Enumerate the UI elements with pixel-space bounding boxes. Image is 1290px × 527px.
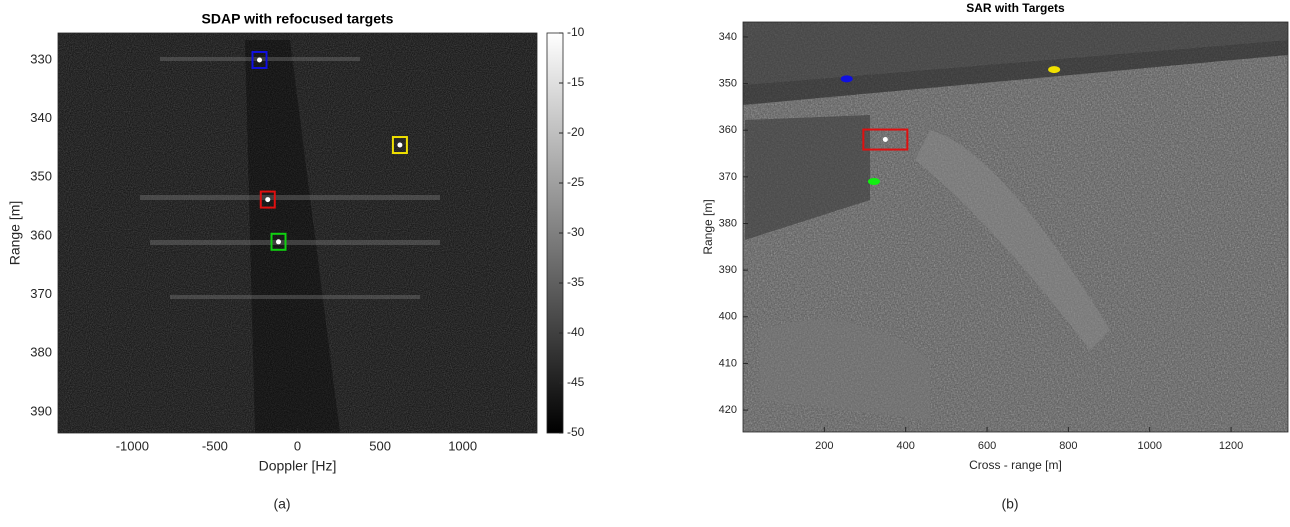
sar-image bbox=[743, 22, 1288, 432]
caption: (b) bbox=[1001, 496, 1018, 512]
y-tick-label: 400 bbox=[719, 311, 737, 323]
target-dot bbox=[841, 75, 853, 82]
x-tick-label: 600 bbox=[978, 440, 996, 452]
y-tick-label: 370 bbox=[719, 171, 737, 183]
y-tick-label: 350 bbox=[719, 77, 737, 89]
x-tick-label: 400 bbox=[897, 440, 915, 452]
sdap-image bbox=[58, 33, 537, 433]
y-tick-label: 390 bbox=[30, 403, 52, 418]
x-tick-label: 1000 bbox=[448, 438, 477, 453]
colorbar-tick-label: -30 bbox=[567, 225, 585, 239]
target-dot bbox=[868, 178, 880, 185]
y-tick-label: 410 bbox=[719, 357, 737, 369]
x-tick-label: 1000 bbox=[1137, 440, 1161, 452]
colorbar-tick-label: -50 bbox=[567, 425, 585, 439]
y-tick-label: 340 bbox=[719, 31, 737, 43]
figure: SDAP with refocused targets Doppler [Hz] R… bbox=[0, 0, 1290, 527]
x-tick-label: 200 bbox=[815, 440, 833, 452]
x-tick-label: 1200 bbox=[1219, 440, 1243, 452]
caption: (a) bbox=[273, 496, 290, 512]
target-glint bbox=[265, 197, 270, 202]
y-axis-label: Range [m] bbox=[7, 201, 23, 266]
x-tick-label: 800 bbox=[1059, 440, 1077, 452]
colorbar-tick-label: -45 bbox=[567, 375, 585, 389]
target-dot bbox=[1048, 66, 1060, 73]
y-axis-label: Range [m] bbox=[701, 199, 715, 254]
chart-title: SAR with Targets bbox=[966, 1, 1065, 15]
x-axis-label: Cross - range [m] bbox=[969, 458, 1062, 472]
chart-title: SDAP with refocused targets bbox=[202, 11, 394, 27]
y-tick-label: 360 bbox=[719, 124, 737, 136]
y-tick-label: 370 bbox=[30, 286, 52, 301]
x-tick-label: -500 bbox=[202, 438, 228, 453]
colorbar-tick-label: -10 bbox=[567, 25, 585, 39]
y-tick-label: 390 bbox=[719, 264, 737, 276]
y-tick-label: 330 bbox=[30, 51, 52, 66]
colorbar-tick-label: -40 bbox=[567, 325, 585, 339]
colorbar-tick-label: -35 bbox=[567, 275, 585, 289]
target-glint bbox=[883, 137, 888, 142]
target-glint bbox=[276, 239, 281, 244]
x-tick-label: 0 bbox=[294, 438, 301, 453]
colorbar-tick-label: -15 bbox=[567, 75, 585, 89]
y-tick-label: 360 bbox=[30, 227, 52, 242]
y-tick-label: 380 bbox=[719, 217, 737, 229]
x-axis-label: Doppler [Hz] bbox=[259, 458, 337, 474]
y-tick-label: 420 bbox=[719, 404, 737, 416]
target-glint bbox=[257, 57, 262, 62]
y-tick-label: 380 bbox=[30, 345, 52, 360]
colorbar-tick-label: -20 bbox=[567, 125, 585, 139]
x-tick-label: -1000 bbox=[116, 438, 149, 453]
target-glint bbox=[397, 143, 402, 148]
y-tick-label: 340 bbox=[30, 110, 52, 125]
y-tick-label: 350 bbox=[30, 169, 52, 184]
x-tick-label: 500 bbox=[369, 438, 391, 453]
colorbar-tick-label: -25 bbox=[567, 175, 585, 189]
